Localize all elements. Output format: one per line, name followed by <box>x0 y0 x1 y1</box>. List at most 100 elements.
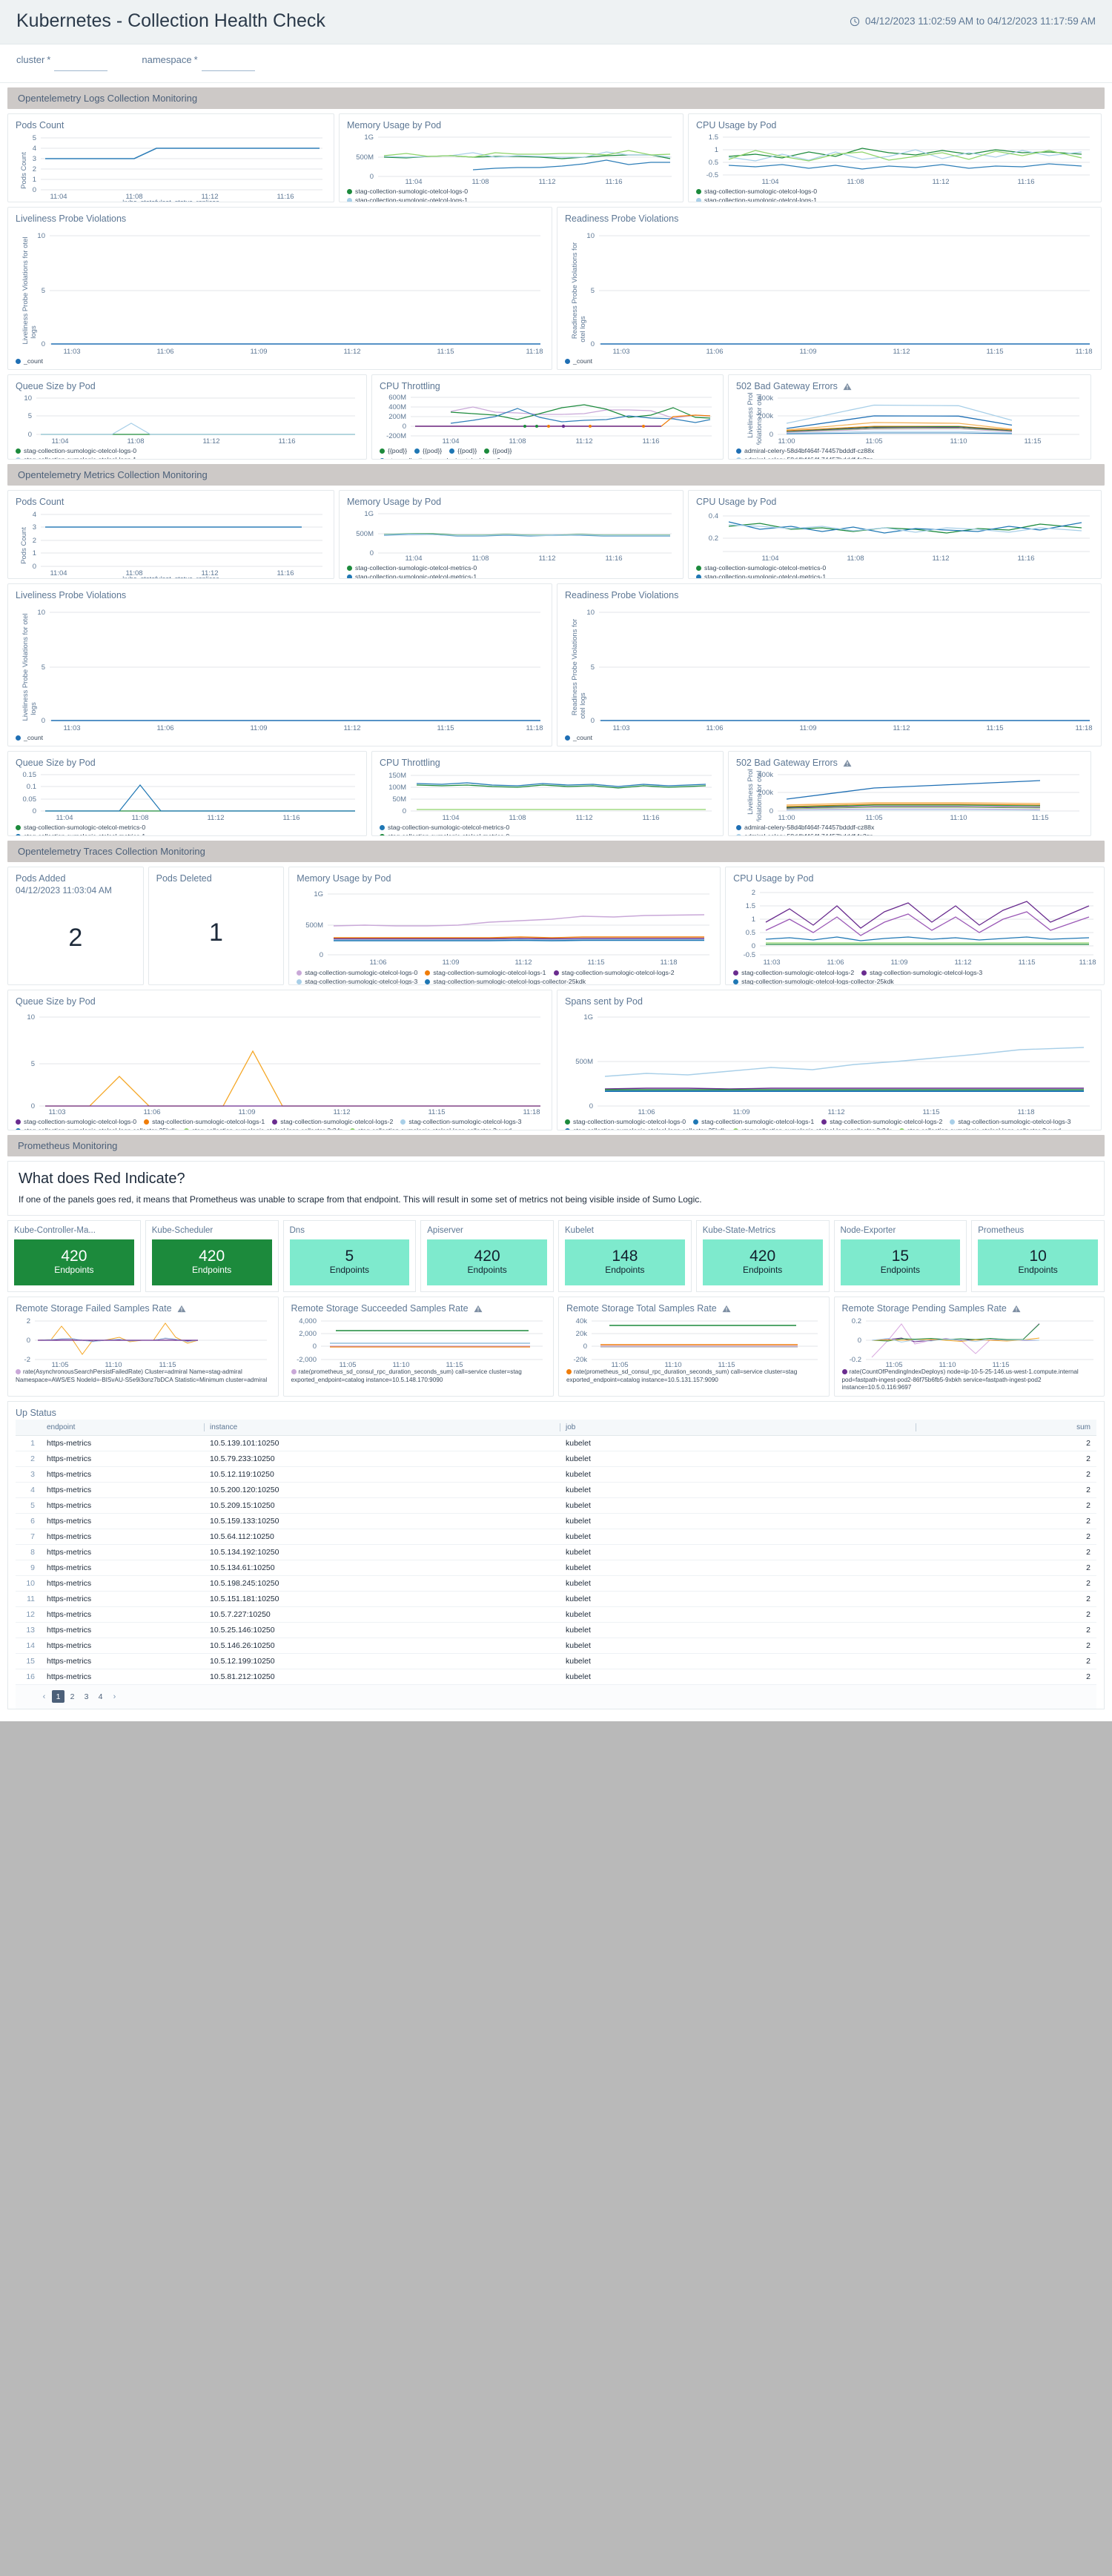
warning-icon[interactable] <box>1012 1305 1021 1313</box>
panel-rs-total[interactable]: Remote Storage Total Samples Rate 40k 20… <box>558 1297 830 1397</box>
panel-rs-failed[interactable]: Remote Storage Failed Samples Rate 2 0 -… <box>7 1297 279 1397</box>
legend-item[interactable]: stag-collection-sumologic-otelcol-logs-2 <box>272 1118 393 1125</box>
legend-item[interactable]: stag-collection-sumologic-otelcol-logs-1 <box>347 196 675 202</box>
legend-rs-pending[interactable]: rate(CountOfPendingIndexDeploys) node=ip… <box>841 1368 1097 1392</box>
legend-item[interactable]: stag-collection-sumologic-otelcol-metric… <box>696 564 1093 572</box>
legend-item[interactable]: _count <box>565 357 592 365</box>
col-instance[interactable]: instance <box>204 1420 560 1436</box>
panel-logs-memory[interactable]: Memory Usage by Pod 1G 500M 0 11:04 11:0… <box>339 113 684 202</box>
col-sum[interactable]: sum <box>916 1420 1096 1436</box>
legend-item[interactable]: {{pod}} <box>484 447 512 454</box>
panel-logs-502[interactable]: 502 Bad Gateway Errors 400k 200k 0 <box>728 374 1091 460</box>
legend-item[interactable]: stag-collection-sumologic-otelcol-metric… <box>347 564 675 572</box>
tile-kube-state-metrics[interactable]: Kube-State-Metrics 420 Endpoints <box>695 1220 830 1292</box>
tile-prometheus[interactable]: Prometheus 10 Endpoints <box>971 1220 1105 1292</box>
panel-metrics-queue[interactable]: Queue Size by Pod 0.15 0.1 0.05 0 11:04 … <box>7 751 367 836</box>
legend-item[interactable]: stag-collection-sumologic-otelcol-logs-c… <box>349 1127 512 1130</box>
pagination-page-2[interactable]: 2 <box>70 1692 75 1701</box>
time-range-picker[interactable]: 04/12/2023 11:02:59 AM to 04/12/2023 11:… <box>850 16 1096 27</box>
legend-item[interactable]: stag-collection-sumologic-otelcol-logs-c… <box>183 1127 342 1130</box>
legend-item[interactable]: _count <box>16 357 43 365</box>
table-row[interactable]: 10 https-metrics 10.5.198.245:10250 kubelet… <box>16 1575 1096 1592</box>
legend-item[interactable]: admiral-celery-58d4bf464f-74457bdddf-fg2… <box>736 832 1083 835</box>
panel-logs-queue[interactable]: Queue Size by Pod 10 5 0 11:04 11:08 11:… <box>7 374 367 460</box>
legend-item[interactable]: _count <box>16 734 43 741</box>
legend-item[interactable]: admiral-celery-58d4bf464f-74457bdddf-cz8… <box>736 447 1083 454</box>
pagination-next[interactable]: › <box>113 1692 116 1701</box>
panel-metrics-readiness[interactable]: Readiness Probe Violations 10 5 0 Readin… <box>557 583 1102 746</box>
warning-icon[interactable] <box>722 1305 731 1313</box>
legend-item[interactable]: stag-collection-sumologic-otelcol-logs-3 <box>950 1118 1070 1125</box>
table-row[interactable]: 14 https-metrics 10.5.146.26:10250 kubelet 2 <box>16 1638 1096 1654</box>
panel-logs-liveness[interactable]: Liveliness Probe Violations 10 5 0 Livel… <box>7 207 552 370</box>
legend-item[interactable]: stag-collection-sumologic-otelcol-logs-1 <box>144 1118 265 1125</box>
legend-item[interactable]: stag-collection-sumologic-otelcol-logs-0 <box>565 1118 686 1125</box>
legend-item[interactable]: stag-collection-sumologic-otelcol-logs-0 <box>16 1118 136 1125</box>
tile-kube-scheduler[interactable]: Kube-Scheduler 420 Endpoints <box>145 1220 279 1292</box>
table-row[interactable]: 9 https-metrics 10.5.134.61:10250 kubelet 2 <box>16 1560 1096 1576</box>
pagination-page-1[interactable]: 1 <box>52 1690 64 1703</box>
table-row[interactable]: 16 https-metrics 10.5.81.212:10250 kubelet 2 <box>16 1669 1096 1685</box>
panel-traces-spans[interactable]: Spans sent by Pod 1G 500M 0 11:06 11:09 … <box>557 990 1102 1130</box>
panel-rs-succeeded[interactable]: Remote Storage Succeeded Samples Rate 4,… <box>282 1297 554 1397</box>
legend-item[interactable]: stag-collection-sumologic-otelcol-logs-3 <box>400 1118 521 1125</box>
filter-cluster[interactable]: cluster * <box>16 54 108 71</box>
legend-item[interactable]: stag-collection-sumologic-otelcol-metric… <box>380 832 715 835</box>
panel-metrics-pods-count[interactable]: Pods Count 4 3 2 1 0 Pods Count 11:04 11… <box>7 490 334 579</box>
legend-item[interactable]: stag-collection-sumologic-otelcol-logs-0 <box>696 188 1093 195</box>
panel-metrics-502[interactable]: 502 Bad Gateway Errors 400k 200k 0 <box>728 751 1091 836</box>
panel-traces-cpu[interactable]: CPU Usage by Pod 2 1.5 1 0.5 0 -0.5 11:0 <box>725 867 1105 985</box>
panel-metrics-memory[interactable]: Memory Usage by Pod 1G 500M 0 11:04 11:0… <box>339 490 684 579</box>
legend-rs-total[interactable]: rate(prometheus_sd_consul_rpc_duration_s… <box>566 1368 821 1384</box>
warning-icon[interactable] <box>843 383 852 391</box>
legend-item[interactable]: stag-collection-sumologic-otelcol-logs-c… <box>732 1127 892 1130</box>
warning-icon[interactable] <box>177 1305 186 1313</box>
panel-metrics-liveness[interactable]: Liveliness Probe Violations 10 5 0 Livel… <box>7 583 552 746</box>
legend-item[interactable]: stag-collection-sumologic-otelcol-logs-c… <box>733 978 894 984</box>
panel-traces-queue[interactable]: Queue Size by Pod 10 5 0 11:03 11:06 11:… <box>7 990 552 1130</box>
legend-item[interactable]: stag-collection-sumologic-otelcol-logs-c… <box>898 1127 1061 1130</box>
legend-item[interactable]: stag-collection-sumologic-otelcol-metric… <box>696 573 1093 578</box>
legend-rs-succeeded[interactable]: rate(prometheus_sd_consul_rpc_duration_s… <box>291 1368 546 1384</box>
legend-item[interactable]: admiral-celery-58d4bf464f-74457bdddf-cz8… <box>736 824 1083 831</box>
legend-item[interactable]: stag-collection-sumologic-otelcol-logs-c… <box>565 1127 726 1130</box>
pagination-page-4[interactable]: 4 <box>98 1692 103 1701</box>
legend-item[interactable]: {{pod}} <box>449 447 477 454</box>
filter-namespace[interactable]: namespace * <box>142 54 255 71</box>
legend-item[interactable]: admiral-celery-58d4bf464f-74457bdddf-fg2… <box>736 456 1083 459</box>
pagination-page-3[interactable]: 3 <box>84 1692 89 1701</box>
tile-kube-controller-manager[interactable]: Kube-Controller-Ma... 420 Endpoints <box>7 1220 141 1292</box>
table-row[interactable]: 13 https-metrics 10.5.25.146:10250 kubelet 2 <box>16 1622 1096 1638</box>
panel-logs-pods-count[interactable]: Pods Count 5 4 3 2 1 0 Pods Count 11:04 <box>7 113 334 202</box>
col-endpoint[interactable]: endpoint <box>41 1420 204 1436</box>
table-row[interactable]: 4 https-metrics 10.5.200.120:10250 kubelet 2 <box>16 1482 1096 1498</box>
panel-metrics-throttling[interactable]: CPU Throttling 150M 100M 50M 0 11:04 11:… <box>371 751 724 836</box>
panel-pods-deleted[interactable]: Pods Deleted 1 <box>148 867 285 985</box>
legend-item[interactable]: stag-collection-sumologic-otelcol-logs-1 <box>425 969 546 976</box>
panel-logs-cpu[interactable]: CPU Usage by Pod 1.5 1 0.5 -0.5 11:04 11… <box>688 113 1102 202</box>
legend-item[interactable]: stag-collection-sumologic-otelcol-logs-3 <box>297 978 417 984</box>
pagination-prev[interactable]: ‹ <box>42 1692 46 1701</box>
legend-item[interactable]: {{pod}} <box>380 447 407 454</box>
legend-item[interactable]: stag-collection-sumologic-otelcol-logs-0 <box>16 447 359 454</box>
table-row[interactable]: 2 https-metrics 10.5.79.233:10250 kubelet 2 <box>16 1451 1096 1467</box>
legend-item[interactable]: stag-collection-sumologic-otelcol-metric… <box>16 824 359 831</box>
legend-rs-failed[interactable]: rate(AsynchronousSearchPersistFailedRate… <box>16 1368 271 1384</box>
table-row[interactable]: 8 https-metrics 10.5.134.192:10250 kubelet 2 <box>16 1544 1096 1560</box>
table-row[interactable]: 3 https-metrics 10.5.12.119:10250 kubelet 2 <box>16 1466 1096 1483</box>
legend-item[interactable]: stag-collection-sumologic-otelcol-logs-1 <box>693 1118 814 1125</box>
panel-logs-throttling[interactable]: CPU Throttling 600M 400M 200M 0 -200M <box>371 374 724 460</box>
legend-item[interactable]: stag-collection-sumologic-otelcol-logs-0 <box>380 457 715 459</box>
warning-icon[interactable] <box>474 1305 483 1313</box>
legend-item[interactable]: stag-collection-sumologic-otelcol-logs-0 <box>297 969 417 976</box>
legend-item[interactable]: stag-collection-sumologic-otelcol-metric… <box>16 832 359 835</box>
col-job[interactable]: job <box>560 1420 916 1436</box>
legend-item[interactable]: stag-collection-sumologic-otelcol-metric… <box>347 573 675 578</box>
legend-item[interactable]: {{pod}} <box>414 447 442 454</box>
table-row[interactable]: 12 https-metrics 10.5.7.227:10250 kubelet 2 <box>16 1606 1096 1623</box>
table-row[interactable]: 6 https-metrics 10.5.159.133:10250 kubelet 2 <box>16 1513 1096 1529</box>
legend-item[interactable]: stag-collection-sumologic-otelcol-logs-2 <box>821 1118 942 1125</box>
table-row[interactable]: 7 https-metrics 10.5.64.112:10250 kubelet 2 <box>16 1529 1096 1545</box>
panel-logs-readiness[interactable]: Readiness Probe Violations 10 5 0 Readin… <box>557 207 1102 370</box>
legend-item[interactable]: stag-collection-sumologic-otelcol-logs-3 <box>861 969 982 976</box>
